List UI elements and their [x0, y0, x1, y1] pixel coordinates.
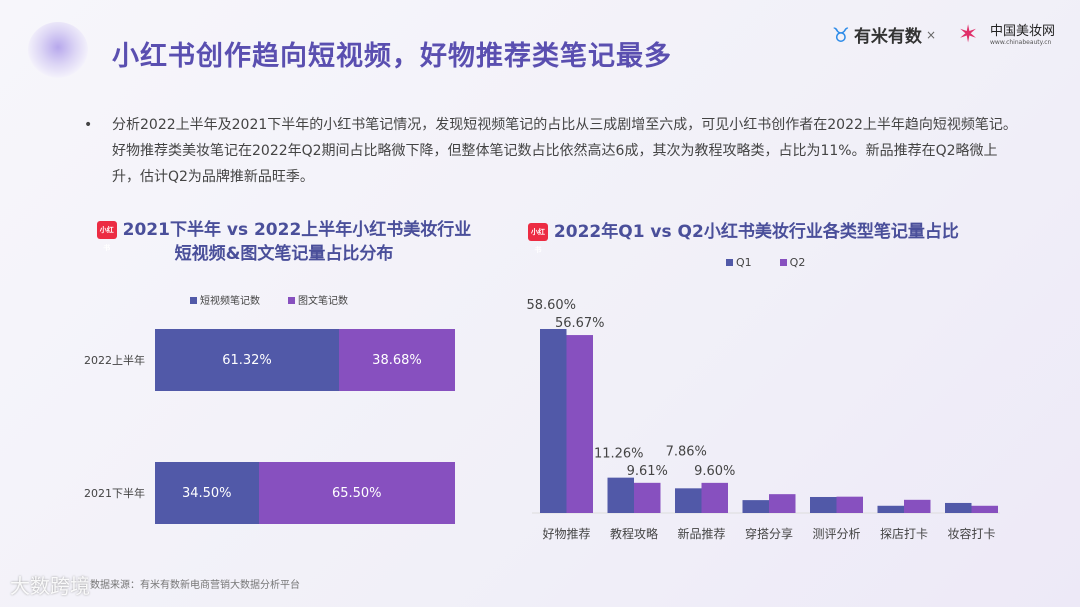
- right-legend: Q1 Q2: [726, 256, 805, 269]
- bar-segment: 34.50%: [155, 462, 259, 524]
- data-label: 11.26%: [594, 447, 644, 462]
- category-label: 穿搭分享: [745, 526, 793, 541]
- summary-bullet: • 分析2022上半年及2021下半年的小红书笔记情况，发现短视频笔记的占比从三成…: [84, 112, 1024, 190]
- left-chart-header: 小红书 2021下半年 vs 2022上半年小红书美妆行业 短视频&图文笔记量占…: [84, 218, 484, 266]
- right-chart-title: 2022年Q1 vs Q2小红书美妆行业各类型笔记量占比: [553, 222, 959, 242]
- legend-label: 图文笔记数: [298, 296, 348, 307]
- xiaohongshu-badge: 小红书: [96, 221, 117, 252]
- category-label: 好物推荐: [542, 527, 590, 541]
- chinabeauty-star-icon: ✶: [958, 20, 979, 48]
- legend-item-q1: Q1: [726, 256, 752, 269]
- legend-label: Q1: [736, 256, 752, 269]
- data-label: 9.60%: [694, 464, 735, 479]
- bar-Q2: [971, 505, 998, 513]
- bar-Q1: [742, 500, 769, 513]
- bar-Q2: [634, 482, 661, 513]
- bar-Q2: [904, 499, 931, 513]
- legend-label: 短视频笔记数: [200, 296, 260, 307]
- bullet-dot: •: [84, 117, 93, 133]
- bar-Q1: [877, 505, 904, 513]
- legend-swatch: [726, 259, 733, 266]
- bar-Q1: [675, 488, 702, 513]
- bar-Q2: [769, 494, 796, 513]
- data-source: 数据来源：有米有数新电商营销大数据分析平台: [90, 580, 300, 591]
- bar-segment: 38.68%: [338, 329, 455, 391]
- chinabeauty-url: www.chinabeauty.cn: [990, 39, 1052, 46]
- flower-decoration: [28, 22, 88, 78]
- legend-swatch: [779, 259, 787, 266]
- bar-Q1: [607, 477, 634, 513]
- xiaohongshu-badge: 小红书: [528, 223, 548, 254]
- data-label: 58.60%: [526, 298, 576, 313]
- bar-Q2: [566, 335, 593, 513]
- category-label: 新品推荐: [677, 526, 725, 541]
- bar-segment: 65.50%: [258, 462, 455, 524]
- category-label: 2022上半年: [84, 354, 145, 367]
- legend-swatch: [288, 297, 295, 304]
- bar-Q1: [945, 502, 972, 513]
- category-label: 妆容打卡: [947, 526, 995, 541]
- youmi-cart-icon: ♉: [832, 22, 850, 47]
- data-label: 56.67%: [555, 316, 605, 331]
- category-label: 教程攻略: [610, 526, 658, 541]
- legend-item-q2: Q2: [779, 256, 806, 269]
- category-label: 2021下半年: [84, 487, 145, 500]
- summary-text: 分析2022上半年及2021下半年的小红书笔记情况，发现短视频笔记的占比从三成剧…: [112, 117, 1017, 185]
- bar-Q2: [836, 496, 863, 513]
- bar-Q1: [810, 496, 837, 513]
- youmi-logo: ♉ 有米有数 ×: [832, 22, 936, 48]
- times-sign: ×: [925, 27, 936, 42]
- legend-label: Q2: [789, 256, 806, 269]
- legend-item-image: 图文笔记数: [288, 292, 348, 307]
- left-legend: 短视频笔记数 图文笔记数: [190, 292, 348, 307]
- legend-swatch: [190, 297, 197, 304]
- legend-item-video: 短视频笔记数: [190, 292, 260, 307]
- right-chart-header: 小红书 2022年Q1 vs Q2小红书美妆行业各类型笔记量占比: [528, 220, 959, 254]
- category-label: 探店打卡: [880, 527, 928, 541]
- left-chart-title-line1: 2021下半年 vs 2022上半年小红书美妆行业: [122, 220, 472, 240]
- left-chart-title-line2: 短视频&图文笔记量占比分布: [174, 244, 394, 264]
- bar-Q2: [701, 482, 728, 513]
- chinabeauty-logo-text: 中国美妆网: [990, 24, 1056, 39]
- category-label: 测评分析: [812, 527, 860, 541]
- page-title: 小红书创作趋向短视频，好物推荐类笔记最多: [112, 41, 672, 72]
- bar-segment: 61.32%: [155, 329, 339, 391]
- chinabeauty-logo: 中国美妆网 www.chinabeauty.cn: [990, 20, 1055, 46]
- watermark: 大数跨境: [10, 574, 90, 598]
- bar-Q1: [540, 328, 567, 513]
- youmi-logo-text: 有米有数: [853, 27, 922, 47]
- data-label: 7.86%: [666, 444, 707, 459]
- data-label: 9.61%: [627, 464, 668, 479]
